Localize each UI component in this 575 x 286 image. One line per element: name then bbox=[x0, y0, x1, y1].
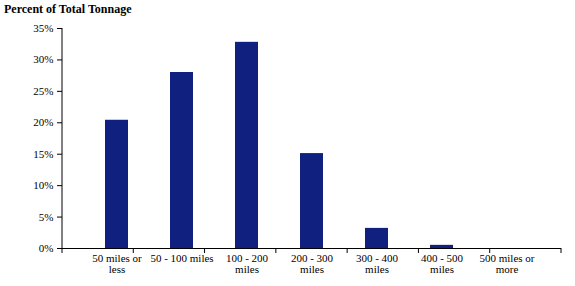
svg-text:300 - 400miles: 300 - 400miles bbox=[356, 252, 399, 275]
svg-text:10%: 10% bbox=[33, 179, 53, 191]
svg-text:200 - 300miles: 200 - 300miles bbox=[291, 252, 334, 275]
svg-text:5%: 5% bbox=[39, 211, 54, 223]
svg-text:25%: 25% bbox=[33, 85, 53, 97]
svg-text:500 miles ormore: 500 miles ormore bbox=[480, 252, 535, 275]
svg-text:50 miles orless: 50 miles orless bbox=[92, 252, 142, 275]
svg-text:20%: 20% bbox=[33, 116, 53, 128]
svg-text:100 - 200miles: 100 - 200miles bbox=[226, 252, 269, 275]
svg-text:0%: 0% bbox=[39, 242, 54, 254]
svg-text:15%: 15% bbox=[33, 148, 53, 160]
html-text:Percent of Total Tonnage: Percent of Total Tonnage bbox=[4, 2, 132, 16]
svg-text:30%: 30% bbox=[33, 53, 53, 65]
svg-text:35%: 35% bbox=[33, 22, 53, 34]
svg-text:400 - 500miles: 400 - 500miles bbox=[421, 252, 464, 275]
svg-text:50 - 100 miles: 50 - 100 miles bbox=[150, 252, 213, 264]
